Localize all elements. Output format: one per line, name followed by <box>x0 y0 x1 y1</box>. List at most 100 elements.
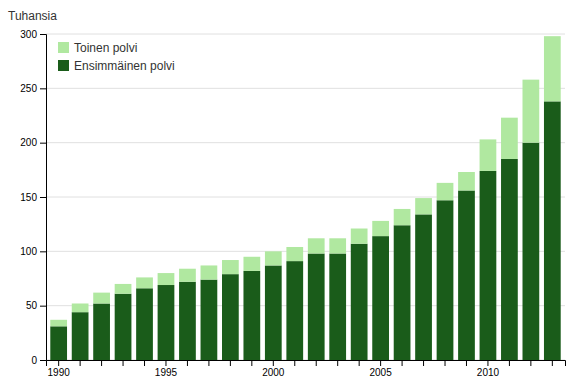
y-tick-label: 0 <box>31 355 37 366</box>
bar <box>72 312 89 360</box>
bar <box>179 269 196 282</box>
bar <box>158 285 175 360</box>
x-tick <box>187 360 188 366</box>
y-tick: 0 <box>31 355 46 366</box>
series <box>50 36 560 326</box>
bar <box>437 200 454 360</box>
x-tick: 1990 <box>48 360 71 378</box>
bar <box>286 247 303 261</box>
x-tick <box>530 360 531 366</box>
bar <box>243 257 260 271</box>
legend: Toinen polviEnsimmäinen polvi <box>58 41 175 73</box>
x-tick <box>466 360 467 366</box>
bar <box>329 238 346 253</box>
x-tick-mark <box>80 360 81 366</box>
x-tick <box>423 360 424 366</box>
x-tick-mark <box>123 360 124 366</box>
x-tick-label: 1995 <box>155 367 178 378</box>
x-tick <box>123 360 124 366</box>
x-tick <box>230 360 231 366</box>
x-tick-mark <box>144 360 145 366</box>
bar <box>115 294 132 360</box>
bar <box>415 214 432 360</box>
y-tick: 250 <box>20 83 46 94</box>
x-tick-label: 1990 <box>48 367 71 378</box>
x-tick-mark <box>487 360 488 366</box>
x-tick-mark <box>208 360 209 366</box>
x-tick <box>445 360 446 366</box>
bar <box>523 143 540 360</box>
x-tick-mark <box>509 360 510 366</box>
y-tick: 100 <box>20 246 46 257</box>
grid-line <box>46 34 565 35</box>
x-tick-mark <box>380 360 381 366</box>
x-tick <box>80 360 81 366</box>
x-tick <box>251 360 252 366</box>
bar <box>50 326 67 360</box>
x-tick: 1995 <box>155 360 178 378</box>
x-tick-mark <box>273 360 274 366</box>
x-tick-mark <box>337 360 338 366</box>
x-tick-mark <box>423 360 424 366</box>
x-tick-mark <box>58 360 59 366</box>
bars <box>50 36 560 360</box>
bar <box>93 303 110 360</box>
bar <box>437 183 454 200</box>
bar <box>50 320 67 327</box>
y-tick-label: 100 <box>20 246 37 257</box>
x-tick-mark <box>402 360 403 366</box>
bar <box>329 254 346 360</box>
grid-line <box>46 88 565 89</box>
x-tick-mark <box>530 360 531 366</box>
bar <box>286 261 303 360</box>
x-tick <box>208 360 209 366</box>
legend-swatch <box>58 60 69 71</box>
y-tick-label: 300 <box>20 29 37 40</box>
legend-swatch <box>58 42 69 53</box>
bar <box>72 303 89 312</box>
y-tick-mark <box>40 251 46 252</box>
x-tick-label: 2000 <box>262 367 285 378</box>
x-tick <box>294 360 295 366</box>
x-tick-mark <box>294 360 295 366</box>
bar <box>136 277 153 288</box>
x-axis-line <box>47 361 566 367</box>
bar <box>415 198 432 214</box>
bar <box>458 190 475 360</box>
x-tick <box>101 360 102 366</box>
x-tick-mark <box>101 360 102 366</box>
legend-label: Toinen polvi <box>74 41 137 55</box>
x-tick-mark <box>316 360 317 366</box>
x-tick: 2005 <box>369 360 392 378</box>
y-tick: 300 <box>20 29 46 40</box>
x-tick-label: 2010 <box>477 367 500 378</box>
y-tick-label: 250 <box>20 83 37 94</box>
bar <box>544 101 561 360</box>
x-tick <box>337 360 338 366</box>
bar <box>222 260 239 274</box>
bar <box>93 293 110 304</box>
bar <box>458 172 475 190</box>
bar <box>158 273 175 285</box>
bar <box>265 265 282 360</box>
bar <box>351 229 368 244</box>
y-tick-label: 50 <box>26 300 38 311</box>
chart: 05010015020025030019901995200020052010To… <box>0 0 581 390</box>
y-tick-mark <box>40 360 46 361</box>
y-tick-mark <box>40 197 46 198</box>
bar <box>308 254 325 360</box>
bar <box>480 139 497 171</box>
bar <box>222 274 239 360</box>
x-tick-mark <box>466 360 467 366</box>
y-tick-mark <box>40 143 46 144</box>
y-axis: 050100150200250300 <box>20 29 46 366</box>
y-tick-mark <box>40 306 46 307</box>
bar <box>501 118 518 159</box>
y-tick: 150 <box>20 192 46 203</box>
bar <box>179 282 196 360</box>
bar <box>372 236 389 360</box>
series <box>50 101 560 360</box>
bar <box>136 288 153 360</box>
bar <box>201 280 218 360</box>
bar <box>115 284 132 294</box>
